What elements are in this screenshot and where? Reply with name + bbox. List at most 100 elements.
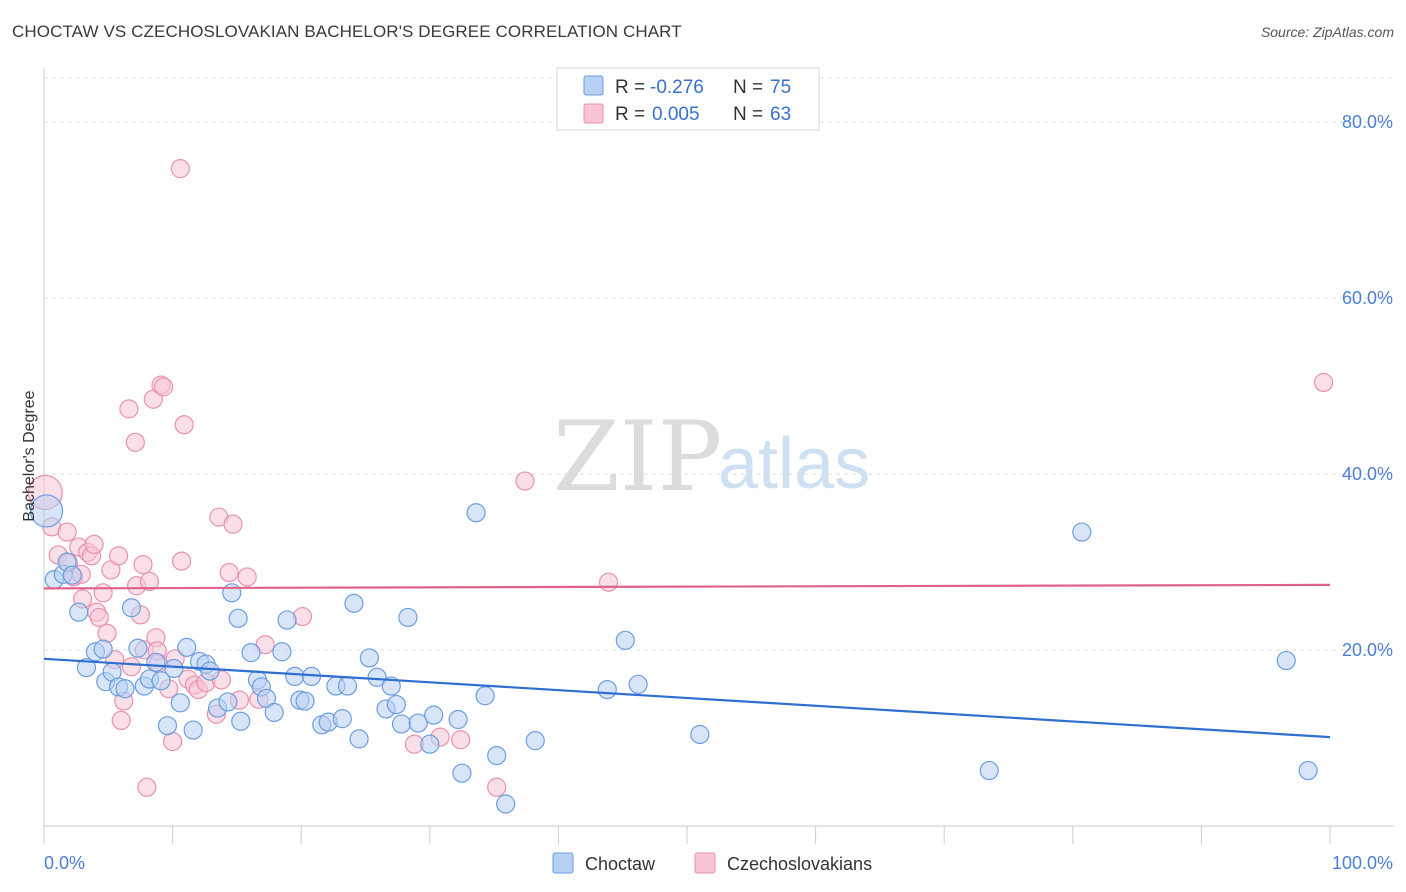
czech-point-35 — [153, 377, 174, 397]
trend-lines — [43, 583, 1331, 739]
choctaw-point-41 — [295, 691, 315, 711]
choctaw-point-31 — [231, 711, 251, 731]
watermark-zip: ZIP — [553, 401, 722, 513]
choctaw-point-28 — [218, 692, 238, 712]
choctaw-point-64 — [487, 745, 507, 766]
czech-point-3 — [57, 522, 77, 542]
czech-point-13 — [89, 607, 109, 628]
choctaw-point-23 — [183, 720, 203, 740]
choctaw-point-66 — [525, 731, 545, 751]
choctaw-point-50 — [359, 648, 379, 668]
czech-point-39 — [170, 159, 190, 179]
choctaw-point-67 — [597, 679, 617, 700]
x-tick-label-min: 0.0% — [44, 853, 85, 873]
watermark-atlas: atlas — [718, 424, 870, 504]
czech-point-21 — [119, 399, 139, 419]
choctaw-trend-line — [43, 657, 1331, 739]
choctaw-point-36 — [264, 702, 284, 723]
choctaw-point-26 — [200, 661, 220, 681]
bottom-legend-label-czech: Czechoslovakians — [727, 854, 872, 874]
czech-point-22 — [121, 657, 142, 677]
choctaw-point-72 — [1072, 522, 1092, 542]
czech-point-58 — [451, 730, 471, 750]
czech-point-40 — [172, 551, 192, 571]
czech-point-37 — [163, 731, 183, 752]
czech-trend-line — [43, 583, 1331, 590]
czech-point-29 — [139, 571, 160, 591]
czech-point-18 — [108, 546, 129, 566]
choctaw-point-17 — [146, 652, 166, 672]
choctaw-point-39 — [285, 666, 305, 687]
legend-r-value-choctaw: -0.276 — [650, 77, 704, 98]
choctaw-point-30 — [228, 608, 248, 628]
y-tick-label-1: 40.0% — [1342, 464, 1393, 484]
choctaw-point-12 — [115, 679, 135, 699]
czech-point-26 — [133, 555, 153, 575]
choctaw-point-70 — [690, 724, 710, 745]
choctaw-point-49 — [349, 729, 369, 749]
choctaw-point-58 — [420, 734, 440, 754]
choctaw-point-22 — [177, 637, 197, 657]
choctaw-point-14 — [128, 638, 148, 658]
choctaw-point-8 — [93, 639, 113, 659]
choctaw-point-48 — [344, 593, 364, 613]
choctaw-point-29 — [222, 583, 242, 603]
legend-swatch-choctaw — [583, 75, 604, 96]
choctaw-point-62 — [466, 503, 486, 523]
choctaw-point-51 — [367, 667, 387, 687]
czech-point-41 — [174, 415, 194, 435]
legend-n-value-choctaw: 75 — [770, 77, 791, 98]
czech-point-62 — [1313, 372, 1334, 393]
gridlines — [44, 77, 1394, 651]
choctaw-point-63 — [475, 686, 495, 706]
bottom-legend-swatch-czech — [694, 852, 716, 874]
czech-point-11 — [84, 534, 104, 555]
choctaw-point-46 — [332, 709, 352, 729]
choctaw-point-69 — [628, 674, 648, 694]
czech-point-61 — [598, 572, 619, 592]
czech-point-14 — [93, 583, 113, 603]
legend-n-label-czech: N = — [733, 104, 763, 125]
choctaw-point-61 — [452, 763, 472, 783]
choctaw-point-55 — [391, 714, 412, 734]
czech-point-52 — [237, 567, 257, 587]
legend-swatch-czech — [583, 103, 604, 124]
czech-point-23 — [125, 432, 145, 452]
choctaw-point-74 — [1298, 760, 1318, 781]
choctaw-point-53 — [381, 676, 401, 696]
choctaw-point-60 — [448, 709, 468, 730]
choctaw-point-5 — [69, 602, 89, 622]
choctaw-point-54 — [386, 694, 406, 715]
choctaw-point-4 — [62, 565, 82, 585]
choctaw-point-13 — [121, 598, 142, 618]
source-label: Source: ZipAtlas.com — [1260, 24, 1394, 40]
choctaw-point-59 — [424, 705, 444, 725]
tick-labels: 20.0% 40.0% 60.0% 80.0% 0.0% 100.0% — [44, 112, 1393, 873]
choctaw-point-21 — [170, 693, 190, 713]
bottom-legend-label-choctaw: Choctaw — [585, 854, 656, 874]
legend-box: R = -0.276 N = 75 R = 0.005 N = 63 — [556, 67, 820, 131]
choctaw-point-68 — [615, 630, 635, 650]
bottom-legend: Choctaw Czechoslovakians — [552, 852, 872, 874]
czech-point-59 — [487, 777, 507, 797]
choctaw-point-57 — [408, 713, 428, 733]
choctaw-point-38 — [277, 610, 297, 630]
choctaw-point-47 — [337, 676, 358, 696]
y-tick-label-2: 60.0% — [1342, 288, 1393, 308]
bottom-legend-swatch-choctaw — [552, 852, 574, 874]
choctaw-point-6 — [76, 657, 97, 678]
choctaw-point-65 — [496, 794, 516, 814]
x-tick-label-max: 100.0% — [1332, 853, 1393, 873]
choctaw-point-32 — [241, 643, 261, 663]
legend-r-label-czech: R = — [615, 104, 645, 125]
legend-n-label-choctaw: N = — [733, 77, 763, 98]
legend-r-label-choctaw: R = — [615, 77, 645, 98]
choctaw-point-18 — [151, 671, 171, 691]
legend-n-value-czech: 63 — [770, 104, 791, 125]
czech-point-60 — [515, 471, 535, 491]
choctaw-point-37 — [272, 642, 292, 662]
czech-point-15 — [97, 623, 117, 643]
legend-r-value-czech: 0.005 — [652, 104, 700, 125]
choctaw-point-73 — [1276, 650, 1296, 671]
